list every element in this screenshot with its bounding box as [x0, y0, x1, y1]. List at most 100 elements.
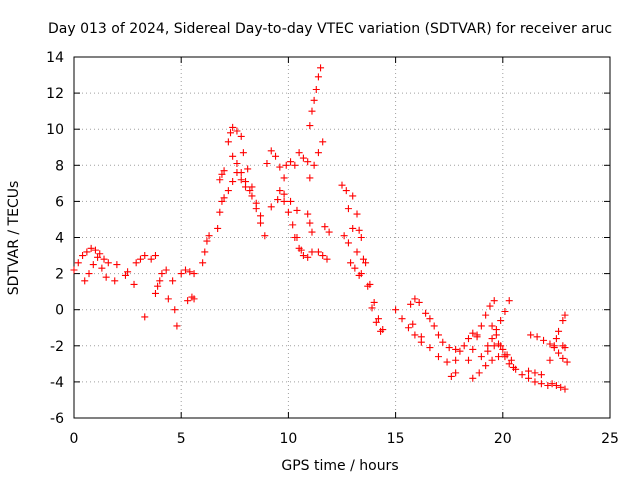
data-point — [477, 353, 485, 361]
data-point — [220, 167, 228, 175]
data-point — [473, 333, 481, 341]
data-point — [377, 327, 385, 335]
series-arc-44 — [469, 351, 509, 382]
data-point — [482, 362, 490, 370]
data-point — [214, 224, 222, 232]
data-point — [156, 277, 164, 285]
data-point — [280, 197, 288, 205]
series-arc-19 — [248, 192, 269, 240]
data-point — [299, 252, 307, 260]
data-point — [559, 354, 567, 362]
data-point — [229, 123, 237, 131]
series-arc-6 — [141, 313, 149, 321]
data-point — [475, 369, 483, 377]
y-tick-label: 10 — [46, 122, 64, 138]
data-point — [319, 138, 327, 146]
series-arc-15 — [224, 123, 245, 146]
data-point — [452, 369, 460, 377]
data-point — [186, 268, 194, 276]
data-point — [357, 234, 365, 241]
data-point — [154, 282, 162, 290]
data-point — [404, 324, 412, 332]
data-point — [147, 255, 155, 263]
data-point — [501, 308, 509, 316]
data-point — [218, 170, 226, 178]
data-point — [488, 335, 496, 343]
data-point — [233, 159, 241, 167]
x-tick-label: 25 — [601, 431, 619, 447]
data-point — [372, 318, 380, 326]
data-point — [368, 304, 376, 312]
data-point — [505, 360, 513, 368]
y-tick-label: 0 — [55, 303, 64, 319]
series-arc-43 — [464, 297, 498, 364]
data-point — [190, 270, 198, 278]
data-point — [338, 181, 346, 189]
data-point — [460, 342, 468, 350]
series-arc-18 — [239, 149, 265, 220]
data-point — [263, 159, 271, 167]
data-point — [237, 176, 245, 184]
data-point — [518, 371, 526, 379]
data-point — [203, 237, 211, 245]
data-point — [344, 239, 352, 247]
series-arc-11 — [184, 293, 198, 305]
data-point — [272, 152, 280, 160]
data-point — [151, 289, 159, 297]
data-point — [550, 344, 558, 352]
series-arc-30 — [321, 223, 333, 236]
y-tick-label: 8 — [55, 158, 64, 174]
y-tick-label: 12 — [46, 86, 64, 102]
data-point — [321, 223, 329, 231]
data-point — [70, 266, 78, 274]
series-arc-22 — [276, 187, 305, 254]
data-point — [89, 261, 97, 269]
data-point — [83, 248, 91, 256]
x-tick-label: 15 — [387, 431, 405, 447]
data-point — [349, 192, 357, 200]
data-point — [555, 349, 563, 357]
data-point — [257, 219, 265, 227]
data-point — [456, 347, 464, 355]
data-point — [104, 259, 112, 267]
series-arc-27 — [306, 138, 327, 182]
data-point — [499, 345, 507, 353]
series-arc-40 — [422, 309, 460, 353]
series-arc-41 — [447, 369, 460, 380]
series-arc-12 — [199, 232, 213, 267]
data-point — [141, 252, 149, 260]
data-point — [488, 322, 496, 330]
data-point — [291, 161, 299, 169]
data-point — [531, 369, 539, 377]
data-point — [295, 244, 303, 252]
series-arc-17 — [229, 152, 254, 195]
data-point — [349, 224, 357, 232]
data-point — [205, 232, 213, 240]
series-arc-25 — [291, 234, 316, 261]
data-point — [280, 190, 288, 198]
series-arc-39 — [409, 320, 460, 366]
series-arc-23 — [282, 158, 299, 169]
data-point — [525, 374, 533, 382]
series-arc-29 — [314, 248, 331, 263]
data-point — [398, 315, 406, 323]
series-arc-50 — [525, 367, 545, 379]
data-point — [85, 270, 93, 278]
data-point — [239, 149, 247, 157]
data-point — [94, 253, 102, 261]
data-point — [257, 212, 265, 220]
data-point — [434, 353, 442, 361]
data-point — [445, 344, 453, 352]
data-point — [252, 205, 260, 213]
data-point — [308, 248, 316, 256]
data-point — [351, 264, 359, 272]
data-point — [306, 174, 314, 182]
data-point — [276, 163, 284, 171]
data-point — [276, 187, 284, 195]
x-axis-label: GPS time / hours — [281, 458, 398, 474]
data-point — [248, 192, 256, 200]
chart-title: Day 013 of 2024, Sidereal Day-to-day VTE… — [48, 21, 612, 37]
data-point — [415, 298, 423, 306]
data-point — [544, 382, 552, 390]
data-point — [284, 208, 292, 216]
